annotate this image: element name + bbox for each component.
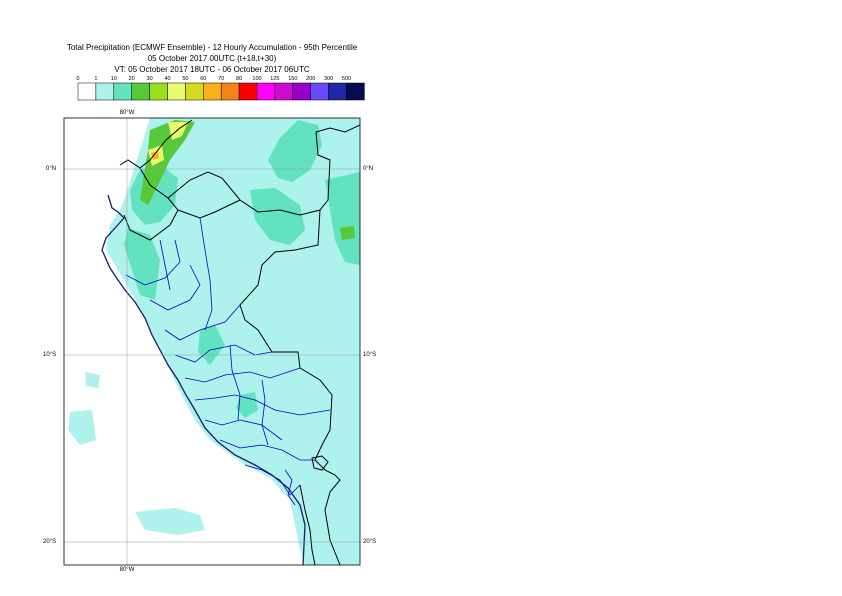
legend-threshold-label: 200 xyxy=(306,76,315,82)
region-border xyxy=(229,344,241,421)
moderate-rain-area xyxy=(268,120,322,182)
region-border xyxy=(184,367,301,383)
moderate-rain-area xyxy=(325,172,360,265)
country-border xyxy=(119,124,360,216)
country-border xyxy=(139,119,193,169)
legend-threshold-label: 20 xyxy=(129,76,135,82)
lon-label-bottom: 80°W xyxy=(119,567,135,573)
heavy-rain-area xyxy=(151,151,159,160)
region-border xyxy=(199,217,213,331)
country-border xyxy=(177,199,241,219)
legend-threshold-label: 150 xyxy=(288,76,297,82)
region-border xyxy=(219,439,315,461)
map-title: Total Precipitation (ECMWF Ensemble) - 1… xyxy=(66,43,358,52)
ocean-rain-patch xyxy=(135,508,205,535)
legend-threshold-label: 80 xyxy=(236,76,242,82)
legend-threshold-label: 125 xyxy=(270,76,279,82)
legend-threshold-label: 30 xyxy=(147,76,153,82)
lon-label-top: 80°W xyxy=(119,110,135,116)
lake-titicaca xyxy=(311,455,329,471)
legend-threshold-label: 10 xyxy=(111,76,117,82)
legend-threshold-label: 300 xyxy=(324,76,333,82)
lat-label-left-0: 0°N xyxy=(46,166,57,172)
country-border xyxy=(299,484,316,565)
legend-threshold-label: 40 xyxy=(164,76,170,82)
region-border xyxy=(149,264,201,311)
legend-threshold-label: 1 xyxy=(94,76,97,82)
legend-threshold-label: 50 xyxy=(182,76,188,82)
valid-time-subtitle: VT: 05 October 2017 18UTC - 06 October 2… xyxy=(114,65,310,74)
coastline xyxy=(101,194,306,565)
legend-threshold-label: 0 xyxy=(76,76,79,82)
legend-threshold-label: 500 xyxy=(342,76,351,82)
country-border xyxy=(314,459,341,565)
heavy-rain-area xyxy=(140,120,195,205)
moderate-rain-area xyxy=(250,188,305,245)
lat-label-left-20s: 20°S xyxy=(43,539,57,545)
lat-label-right-20s: 20°S xyxy=(363,539,377,545)
moderate-rain-area xyxy=(236,392,258,418)
moderate-rain-area xyxy=(130,165,178,225)
region-border xyxy=(244,464,301,496)
ocean-rain-patch xyxy=(68,410,96,445)
precipitation-legend: 0 1 10 20 30 40 50 60 70 80 100 125 150 200 300 500 xyxy=(76,76,365,101)
country-border xyxy=(239,209,333,461)
region-border xyxy=(159,239,171,291)
legend-threshold-label: 70 xyxy=(218,76,224,82)
ocean-rain-patch xyxy=(85,372,100,388)
region-border xyxy=(164,304,241,341)
map-frame xyxy=(63,117,361,566)
region-border xyxy=(174,344,273,363)
legend-swatch xyxy=(346,82,365,101)
legend-threshold-label: 100 xyxy=(252,76,261,82)
moderate-rain-area xyxy=(340,226,355,240)
country-border xyxy=(123,197,179,241)
region-border xyxy=(194,394,331,416)
legend-threshold-label: 60 xyxy=(200,76,206,82)
lat-label-right-10s: 10°S xyxy=(363,352,377,358)
region-border xyxy=(125,239,181,286)
region-border xyxy=(204,419,283,441)
lat-label-left-10s: 10°S xyxy=(43,352,57,358)
moderate-rain-area xyxy=(124,228,160,300)
region-border xyxy=(284,469,296,506)
lat-label-right-0: 0°N xyxy=(363,166,374,172)
base-time-subtitle: 05 October 2017 00UTC (t+18,t+30) xyxy=(147,54,277,63)
region-border xyxy=(261,379,269,446)
